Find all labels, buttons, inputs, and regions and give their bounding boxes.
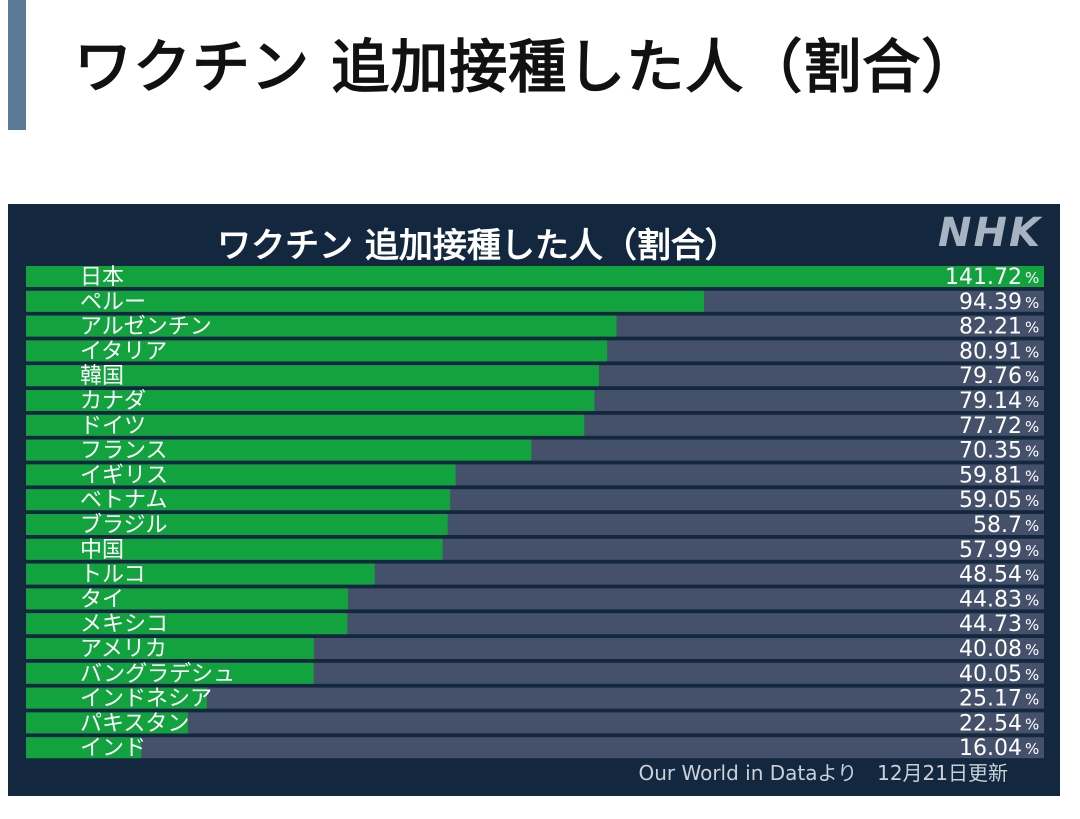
value-label: 16.04 <box>959 736 1022 761</box>
nhk-logo: NHK <box>938 210 1042 256</box>
percent-sign: % <box>1025 319 1039 337</box>
percent-sign: % <box>1025 740 1039 758</box>
source-note: Our World in Dataより 12月21日更新 <box>638 761 1008 785</box>
category-label: インドネシア <box>80 687 212 712</box>
category-label: インド <box>80 736 146 761</box>
bar-track <box>26 687 1044 709</box>
bar <box>26 315 617 337</box>
bar <box>26 464 456 486</box>
percent-sign: % <box>1025 492 1039 510</box>
category-label: ベトナム <box>80 488 167 513</box>
value-label: 48.54 <box>959 563 1022 588</box>
category-label: ドイツ <box>80 414 146 439</box>
chart-title: ワクチン 追加接種した人（割合） <box>217 226 739 266</box>
percent-sign: % <box>1025 715 1039 733</box>
bar <box>26 613 348 635</box>
category-label: アルゼンチン <box>80 315 212 340</box>
percent-sign: % <box>1025 517 1039 535</box>
bar <box>26 737 142 759</box>
bar <box>26 712 188 734</box>
category-label: イギリス <box>80 463 168 488</box>
bar <box>26 563 375 585</box>
bar <box>26 489 451 511</box>
category-label: イタリア <box>80 339 167 364</box>
bar <box>26 538 443 560</box>
category-label: 日本 <box>80 265 124 290</box>
value-label: 44.73 <box>959 612 1022 637</box>
value-label: 70.35 <box>959 439 1022 464</box>
category-label: 中国 <box>80 538 124 563</box>
bar <box>26 414 585 436</box>
percent-sign: % <box>1025 343 1039 361</box>
bar-track <box>26 712 1044 734</box>
category-label: ペルー <box>80 290 146 315</box>
percent-sign: % <box>1025 467 1039 485</box>
category-label: トルコ <box>80 563 146 588</box>
bar <box>26 290 705 312</box>
percent-sign: % <box>1025 567 1039 585</box>
category-label: カナダ <box>80 389 146 414</box>
value-label: 59.81 <box>959 463 1022 488</box>
percent-sign: % <box>1025 368 1039 386</box>
bar <box>26 266 1044 287</box>
bar <box>26 588 349 610</box>
heading-accent-bar <box>8 0 26 130</box>
percent-sign: % <box>1025 616 1039 634</box>
value-label: 141.72 <box>945 265 1022 290</box>
value-label: 79.76 <box>959 364 1022 389</box>
bar <box>26 638 314 659</box>
percent-sign: % <box>1025 641 1039 659</box>
bar <box>26 687 207 709</box>
percent-sign: % <box>1025 294 1039 312</box>
value-label: 58.7 <box>973 513 1022 538</box>
bar <box>26 514 448 535</box>
percent-sign: % <box>1025 269 1039 287</box>
category-label: 韓国 <box>80 364 124 389</box>
chart-panel: ワクチン 追加接種した人（割合） NHK 日本 141.72% ペルー 94.39% ア… <box>8 204 1060 796</box>
page-heading: ワクチン 追加接種した人（割合） <box>8 0 1072 130</box>
bar <box>26 390 595 411</box>
value-label: 44.83 <box>959 587 1022 612</box>
category-label: タイ <box>80 587 124 612</box>
bar <box>26 340 608 362</box>
percent-sign: % <box>1025 418 1039 436</box>
value-label: 77.72 <box>959 414 1022 439</box>
value-label: 59.05 <box>959 488 1022 513</box>
value-label: 82.21 <box>959 315 1022 340</box>
percent-sign: % <box>1025 666 1039 684</box>
value-label: 94.39 <box>959 290 1022 315</box>
category-label: パキスタン <box>80 711 189 736</box>
bar <box>26 662 314 684</box>
category-label: バングラデシュ <box>80 662 235 687</box>
category-label: フランス <box>80 439 168 464</box>
percent-sign: % <box>1025 591 1039 609</box>
value-label: 25.17 <box>959 687 1022 712</box>
category-label: ブラジル <box>80 513 168 538</box>
percent-sign: % <box>1025 393 1039 411</box>
bar-chart: 日本 141.72 % ペルー 94.39 % アルゼンチン 82.21 % イタリア 80.91%… <box>26 265 1044 761</box>
value-label: 40.05 <box>959 662 1022 687</box>
category-label: アメリカ <box>80 637 167 662</box>
percent-sign: % <box>1025 443 1039 461</box>
percent-sign: % <box>1025 542 1039 560</box>
bar-track <box>26 737 1044 759</box>
percent-sign: % <box>1025 691 1039 709</box>
category-label: メキシコ <box>80 612 168 637</box>
value-label: 80.91 <box>959 339 1022 364</box>
page-title: ワクチン 追加接種した人（割合） <box>74 33 981 101</box>
value-label: 40.08 <box>959 637 1022 662</box>
bar <box>26 365 599 387</box>
bar <box>26 439 532 461</box>
value-label: 79.14 <box>959 389 1022 414</box>
value-label: 57.99 <box>959 538 1022 563</box>
value-label: 22.54 <box>959 711 1022 736</box>
